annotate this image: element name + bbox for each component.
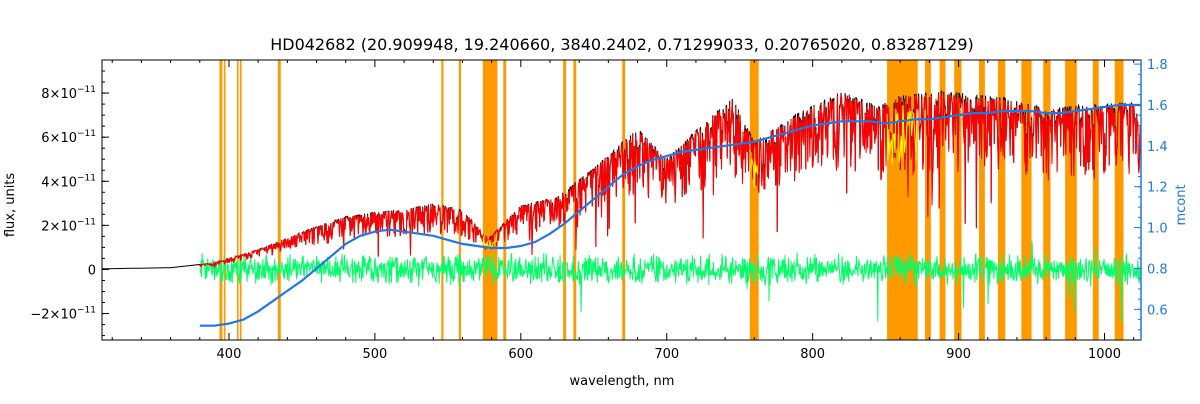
y-tick-label: −2×10−11 xyxy=(30,306,96,323)
residual-series xyxy=(199,241,1142,323)
model-highlight-series xyxy=(749,158,759,188)
y-tick-label-base: 2×10 xyxy=(41,219,77,234)
y2-tick-label: 0.8 xyxy=(1147,262,1168,277)
y2-axis-label: mcont xyxy=(1174,184,1189,225)
y-tick-label: 4×10−11 xyxy=(41,173,96,190)
y-tick-label: 2×10−11 xyxy=(41,217,96,234)
spectrum-lines-layer xyxy=(102,90,1142,327)
model-highlight-series xyxy=(482,232,498,250)
masked-band xyxy=(939,60,946,340)
masked-band xyxy=(223,60,226,340)
masked-band xyxy=(563,60,567,340)
continuum-series xyxy=(199,103,1141,327)
y-tick-label-base: 6×10 xyxy=(41,131,77,146)
y2-tick-label: 1.2 xyxy=(1147,181,1168,196)
y-tick-label-exponent: −11 xyxy=(77,129,96,139)
masked-band xyxy=(441,60,444,340)
y-tick-label-exponent: −11 xyxy=(77,306,96,316)
masked-band xyxy=(458,60,461,340)
y-tick-label-base: 0 xyxy=(88,263,96,278)
x-tick-label: 1000 xyxy=(1088,347,1121,362)
y-axis-label: flux, units xyxy=(3,173,18,238)
x-tick-label: 900 xyxy=(946,347,971,362)
y-tick-label-exponent: −11 xyxy=(77,173,96,183)
y2-tick-label: 1.4 xyxy=(1147,140,1168,155)
masked-band xyxy=(622,60,626,340)
y-tick-label-base: 4×10 xyxy=(41,175,77,190)
masked-band xyxy=(277,60,281,340)
masked-band xyxy=(997,60,1006,340)
y-tick-label-base: −2×10 xyxy=(30,308,77,323)
y2-tick-label: 0.6 xyxy=(1147,303,1168,318)
masked-band xyxy=(503,60,507,340)
masked-band xyxy=(1092,60,1099,340)
y-tick-label-exponent: −11 xyxy=(77,217,96,227)
model-highlight-series xyxy=(886,105,918,165)
axes-layer: 400 500 600 700 800 900 1000−2×10−1102×10−114×… xyxy=(30,58,1167,362)
masked-band xyxy=(979,60,985,340)
masked-band xyxy=(1021,60,1032,340)
y-tick-label-exponent: −11 xyxy=(77,85,96,95)
x-tick-label: 400 xyxy=(217,347,242,362)
y2-tick-label: 1.0 xyxy=(1147,222,1168,237)
x-tick-label: 500 xyxy=(362,347,387,362)
x-tick-label: 700 xyxy=(654,347,679,362)
masked-band xyxy=(887,60,918,340)
model-series xyxy=(199,92,1142,269)
masked-band xyxy=(749,60,759,340)
masked-band xyxy=(482,60,498,340)
chart-title: HD042682 (20.909948, 19.240660, 3840.240… xyxy=(270,35,974,54)
masked-band xyxy=(1114,60,1124,340)
y-tick-label: 8×10−11 xyxy=(41,85,96,102)
y-tick-label: 6×10−11 xyxy=(41,129,96,146)
y-tick-label: 0 xyxy=(88,263,96,278)
masked-band xyxy=(573,60,577,340)
masked-band xyxy=(1065,60,1077,340)
masked-band xyxy=(954,60,962,340)
x-tick-label: 600 xyxy=(508,347,533,362)
masked-band xyxy=(219,60,223,340)
x-axis-label: wavelength, nm xyxy=(570,374,675,389)
y2-tick-label: 1.8 xyxy=(1147,58,1168,73)
y2-tick-label: 1.6 xyxy=(1147,99,1168,114)
y-tick-label-base: 8×10 xyxy=(41,87,77,102)
x-tick-label: 800 xyxy=(800,347,825,362)
masked-band xyxy=(239,60,242,340)
masked-band xyxy=(1043,60,1051,340)
masked-band xyxy=(236,60,239,340)
